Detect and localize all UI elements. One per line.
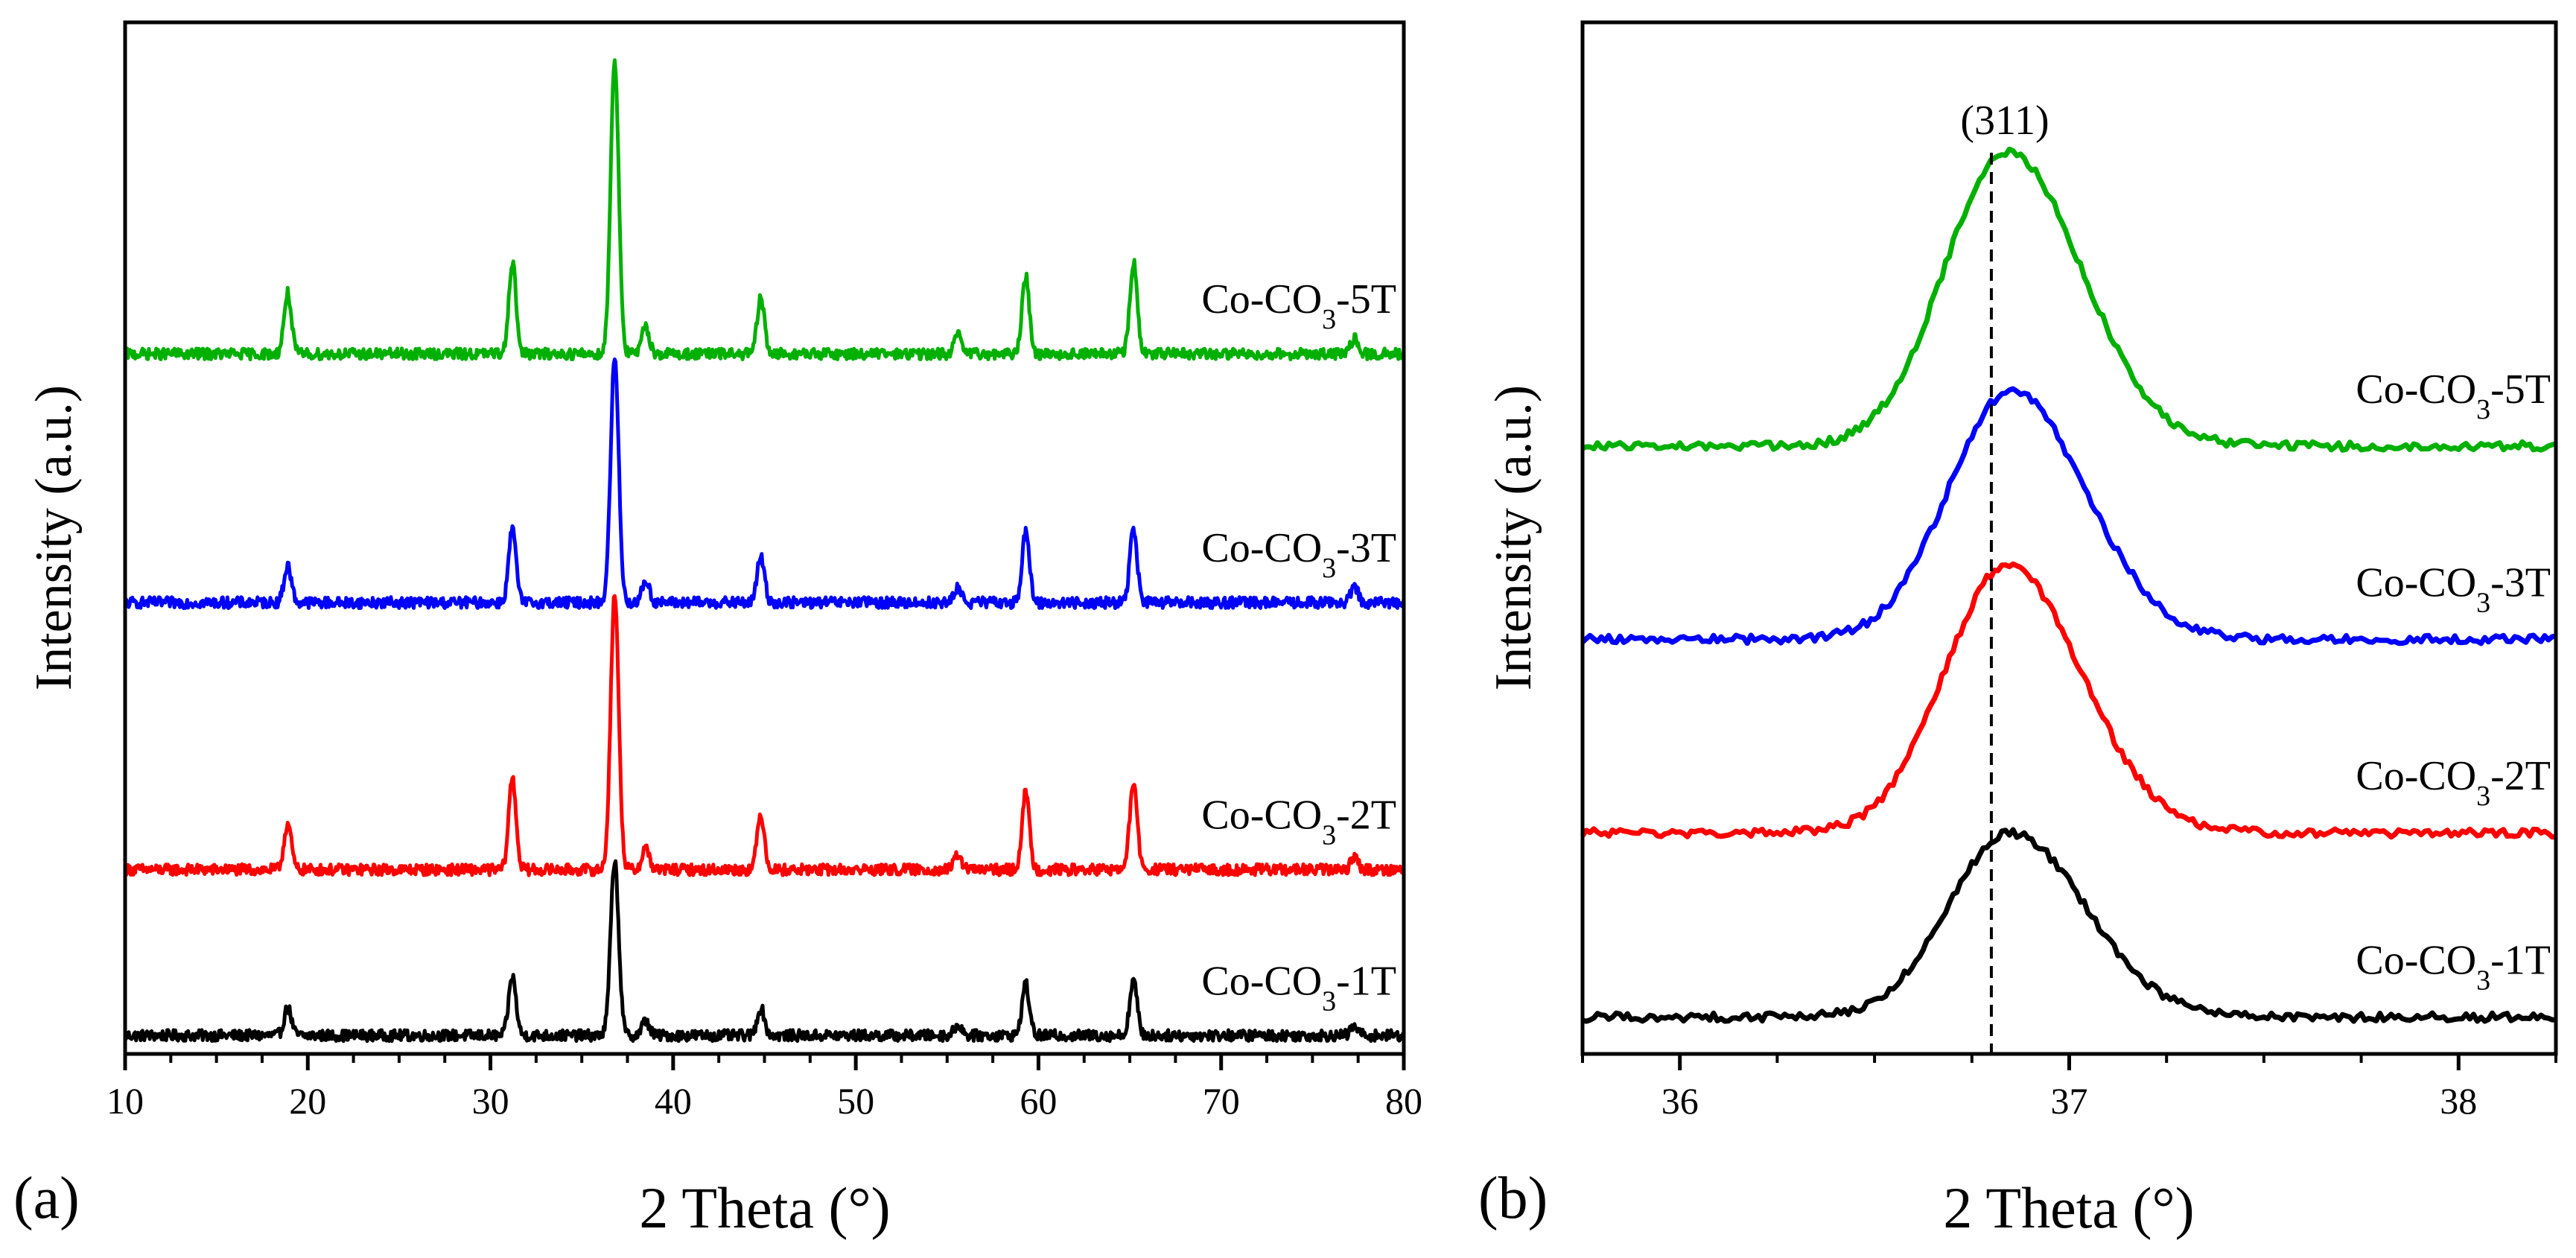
x-tick-label-20: 20 (289, 1080, 326, 1122)
panel-a-x-ticks: 10 20 30 40 50 60 70 80 (106, 1054, 1422, 1122)
panel-b: 36 37 38 Co-CO3-1TCo-CO3-2TCo-CO3-3TCo-CO3… (1478, 20, 2558, 1240)
panel-b-label: (b) (1478, 1166, 1548, 1231)
x-tick-label-50: 50 (837, 1080, 874, 1122)
series-label-co-co3-2t: Co-CO3-2T (2356, 753, 2551, 812)
panel-b-311-annotation: (311) (1960, 98, 2049, 144)
series-line-co-co3-1t (1582, 827, 2557, 1024)
series-label-co-co3-3t: Co-CO3-3T (2356, 560, 2551, 619)
panel-a-series (123, 58, 1406, 1043)
series-line-co-co3-5t (123, 58, 1406, 362)
x-tick-label-40: 40 (655, 1080, 692, 1122)
panel-a: 10 20 30 40 50 60 70 80 Co-CO3-1TCo-CO3-2TCo-CO… (13, 20, 1422, 1240)
x-tick-label-30: 30 (472, 1080, 509, 1122)
x-tick-label-80: 80 (1385, 1080, 1422, 1122)
series-label-co-co3-1t: Co-CO3-1T (2356, 938, 2551, 997)
panel-b-series (1580, 146, 2557, 1024)
series-line-co-co3-5t (1581, 146, 2557, 453)
x-tick-label-70: 70 (1203, 1080, 1240, 1122)
series-label-co-co3-5t: Co-CO3-5T (2356, 366, 2551, 425)
x-tick-label-36: 36 (1661, 1080, 1699, 1122)
series-line-co-co3-1t (123, 859, 1405, 1043)
x-tick-label-10: 10 (106, 1080, 144, 1122)
series-label-co-co3-1t: Co-CO3-1T (1201, 958, 1396, 1017)
x-tick-label-38: 38 (2440, 1080, 2477, 1122)
series-label-co-co3-5t: Co-CO3-5T (1201, 276, 1396, 335)
panel-b-plot-frame (1580, 20, 2558, 1056)
series-line-co-co3-2t (1580, 561, 2557, 840)
panel-a-x-axis-label: 2 Theta (°) (639, 1175, 890, 1240)
panel-b-x-axis-label: 2 Theta (°) (1943, 1175, 2194, 1240)
panel-a-series-labels: Co-CO3-1T Co-CO3-2T Co-CO3-3T Co-CO3-5T (1201, 276, 1396, 1017)
panel-b-x-ticks: 36 37 38 (1581, 1054, 2557, 1122)
series-line-co-co3-2t (123, 594, 1406, 877)
series-label-co-co3-3t: Co-CO3-3T (1201, 525, 1396, 584)
series-line-co-co3-3t (1580, 386, 2557, 647)
x-tick-label-60: 60 (1020, 1080, 1057, 1122)
series-label-co-co3-2t: Co-CO3-2T (1201, 792, 1396, 851)
panel-a-y-axis-label: Intensity (a.u.) (25, 385, 83, 690)
panel-a-label: (a) (13, 1166, 80, 1231)
panel-b-y-axis-label: Intensity (a.u.) (1485, 385, 1542, 690)
series-line-co-co3-3t (124, 358, 1406, 610)
x-tick-label-37: 37 (2051, 1080, 2088, 1122)
panel-b-series-labels: Co-CO3-1T Co-CO3-2T Co-CO3-3T Co-CO3-5T (2356, 366, 2551, 997)
